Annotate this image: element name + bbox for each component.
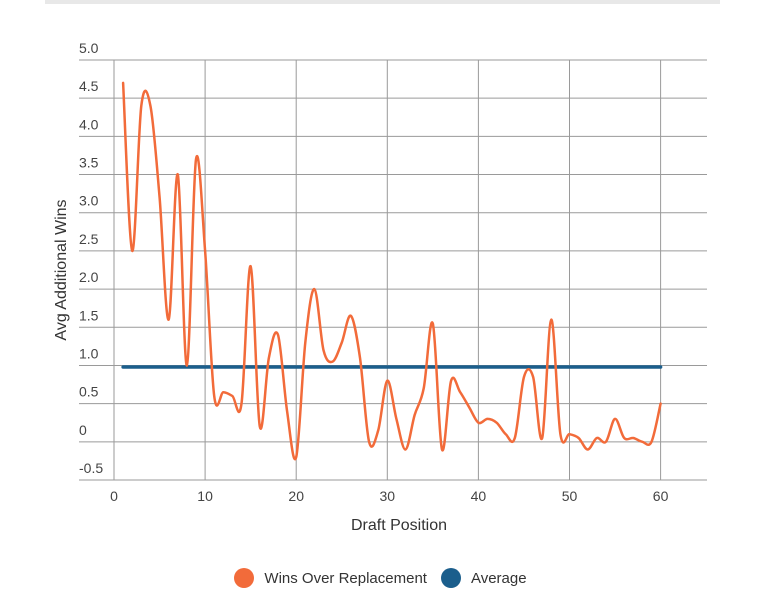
legend-item-wins[interactable]: Wins Over Replacement <box>234 568 427 588</box>
y-tick-label: 3.0 <box>79 193 99 209</box>
x-axis-title: Draft Position <box>351 517 447 534</box>
x-tick-label: 0 <box>110 488 118 504</box>
y-tick-label: -0.5 <box>79 460 103 476</box>
legend-marker-wins <box>234 568 255 588</box>
y-tick-label: 1.5 <box>79 307 99 323</box>
x-tick-label: 30 <box>380 488 396 504</box>
chart-series <box>121 81 663 461</box>
x-axis-tick-labels: 0 10 20 30 40 50 60 <box>110 488 668 504</box>
x-tick-label: 60 <box>653 488 669 504</box>
x-tick-label: 40 <box>471 488 487 504</box>
y-tick-label: 0.5 <box>79 384 99 400</box>
legend-item-average[interactable]: Average <box>440 568 527 588</box>
x-tick-label: 50 <box>562 488 578 504</box>
y-tick-label: 2.5 <box>79 231 99 247</box>
y-tick-label: 1.0 <box>79 345 99 361</box>
line-chart: 5.0 4.5 4.0 3.5 3.0 2.5 2.0 1.5 1.0 0.5 0 -0.5 0 10 2… <box>53 40 707 534</box>
y-tick-label: 4.0 <box>79 116 99 132</box>
y-tick-label: 5.0 <box>79 40 99 56</box>
legend-marker-average <box>440 568 461 588</box>
legend-label-wins: Wins Over Replacement <box>264 569 427 587</box>
series-line-wins-over-replacement <box>121 81 662 461</box>
y-axis-title: Avg Additional Wins <box>53 199 70 340</box>
x-tick-label: 20 <box>288 488 304 504</box>
legend-label-average: Average <box>470 569 527 587</box>
x-tick-label: 10 <box>197 488 213 504</box>
y-tick-label: 3.5 <box>79 155 99 171</box>
y-tick-label: 0 <box>79 422 87 438</box>
y-tick-label: 4.5 <box>79 78 99 94</box>
top-divider <box>45 0 720 4</box>
y-tick-label: 2.0 <box>79 269 99 285</box>
y-axis-tick-labels: 5.0 4.5 4.0 3.5 3.0 2.5 2.0 1.5 1.0 0.5 0 -0.5 <box>79 40 103 476</box>
chart-legend: Wins Over Replacement Average <box>0 568 761 588</box>
